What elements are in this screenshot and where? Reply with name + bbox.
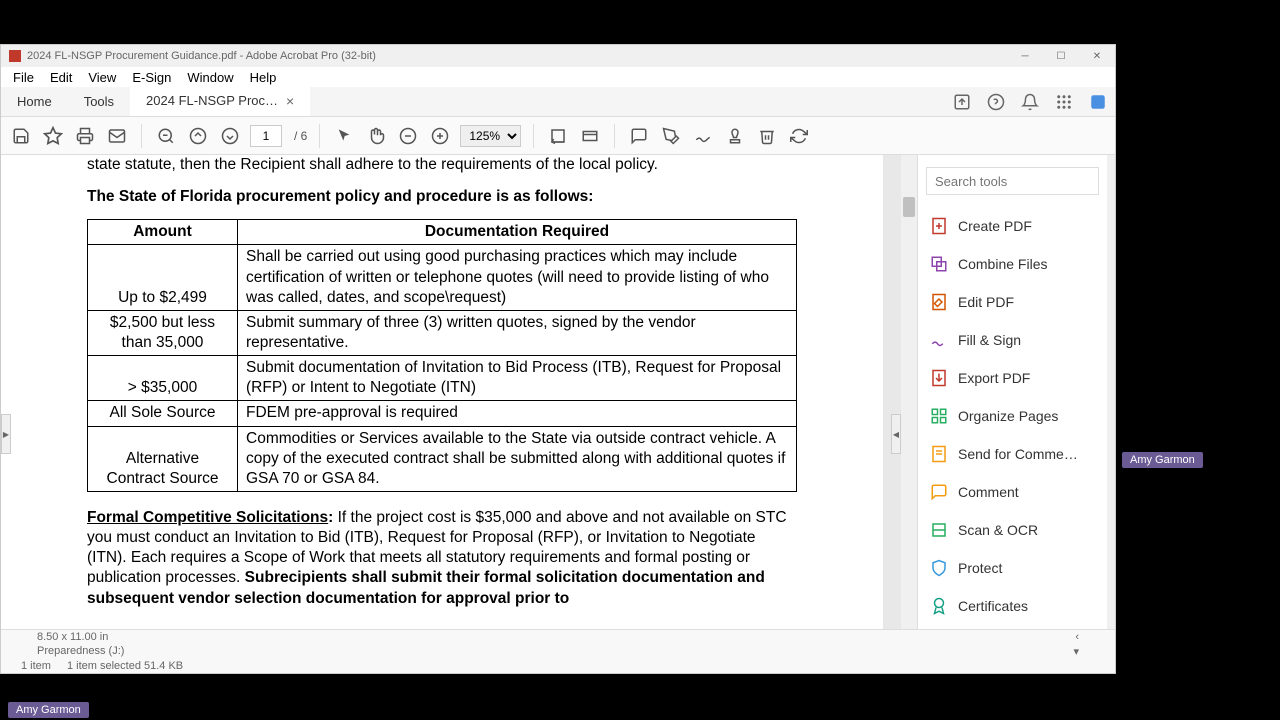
doc-para2: Formal Competitive Solicitations: If the… <box>87 508 797 609</box>
tab-document[interactable]: 2024 FL-NSGP Proc… × <box>130 87 310 116</box>
search-tools-input[interactable] <box>926 167 1099 195</box>
print-icon[interactable] <box>73 124 97 148</box>
menu-help[interactable]: Help <box>242 70 285 85</box>
maximize-button[interactable]: ☐ <box>1043 45 1079 67</box>
share-icon[interactable] <box>953 93 971 111</box>
tab-tools[interactable]: Tools <box>68 87 130 116</box>
tool-export-pdf[interactable]: Export PDF <box>926 359 1099 397</box>
page-input[interactable] <box>250 125 282 147</box>
doc-page: state statute, then the Recipient shall … <box>1 155 883 673</box>
tool-send-comments[interactable]: Send for Comme… <box>926 435 1099 473</box>
tool-certificates[interactable]: Certificates <box>926 587 1099 625</box>
expand-right-icon[interactable]: ◀ <box>891 414 901 454</box>
menu-file[interactable]: File <box>5 70 42 85</box>
status-selected: 1 item selected 51.4 KB <box>67 660 183 672</box>
comment-icon[interactable] <box>627 124 651 148</box>
cursor-badge-2: Amy Garmon <box>8 702 89 718</box>
table-cell: Up to $2,499 <box>88 245 238 310</box>
scrollbar-vertical[interactable] <box>901 155 917 673</box>
fit-page-icon[interactable] <box>578 124 602 148</box>
apps-icon[interactable] <box>1055 93 1073 111</box>
page-total: / 6 <box>294 129 307 143</box>
tool-protect[interactable]: Protect <box>926 549 1099 587</box>
tools-panel: Create PDF Combine Files Edit PDF Fill &… <box>917 155 1107 673</box>
tool-comment[interactable]: Comment <box>926 473 1099 511</box>
close-button[interactable]: ✕ <box>1079 45 1115 67</box>
zoom-plus-icon[interactable] <box>428 124 452 148</box>
menu-esign[interactable]: E-Sign <box>124 70 179 85</box>
menu-bar: File Edit View E-Sign Window Help <box>1 67 1115 87</box>
table-cell: Alternative Contract Source <box>88 426 238 491</box>
tool-combine-files[interactable]: Combine Files <box>926 245 1099 283</box>
table-cell: Commodities or Services available to the… <box>238 426 797 491</box>
menu-edit[interactable]: Edit <box>42 70 80 85</box>
delete-icon[interactable] <box>755 124 779 148</box>
star-icon[interactable] <box>41 124 65 148</box>
doc-viewer[interactable]: ▶ state statute, then the Recipient shal… <box>1 155 901 673</box>
table-cell: Submit documentation of Invitation to Bi… <box>238 356 797 401</box>
content-area: ▶ state statute, then the Recipient shal… <box>1 155 1115 673</box>
app-icon <box>9 50 21 62</box>
table-header-docs: Documentation Required <box>238 220 797 245</box>
account-icon[interactable] <box>1089 93 1107 111</box>
tool-create-pdf[interactable]: Create PDF <box>926 207 1099 245</box>
rotate-icon[interactable] <box>787 124 811 148</box>
help-icon[interactable] <box>987 93 1005 111</box>
select-tool-icon[interactable] <box>332 124 356 148</box>
status-bar: 8.50 x 11.00 in ‹ Preparedness (J:) ▾ 1 … <box>1 629 1115 673</box>
menu-window[interactable]: Window <box>179 70 241 85</box>
sign-icon[interactable] <box>691 124 715 148</box>
save-icon[interactable] <box>9 124 33 148</box>
tool-scan-ocr[interactable]: Scan & OCR <box>926 511 1099 549</box>
table-header-amount: Amount <box>88 220 238 245</box>
tab-bar: Home Tools 2024 FL-NSGP Proc… × <box>1 87 1115 117</box>
table-cell: > $35,000 <box>88 356 238 401</box>
minimize-button[interactable]: ─ <box>1007 45 1043 67</box>
zoom-minus-icon[interactable] <box>396 124 420 148</box>
tools-scrollbar[interactable] <box>1107 155 1115 673</box>
acrobat-window: 2024 FL-NSGP Procurement Guidance.pdf - … <box>0 44 1116 674</box>
email-icon[interactable] <box>105 124 129 148</box>
zoom-select[interactable]: 125% <box>460 125 521 147</box>
fit-width-icon[interactable] <box>546 124 570 148</box>
status-items: 1 item <box>21 660 51 672</box>
table-cell: All Sole Source <box>88 401 238 426</box>
doc-intro: state statute, then the Recipient shall … <box>87 155 797 175</box>
table-cell: Shall be carried out using good purchasi… <box>238 245 797 310</box>
highlight-icon[interactable] <box>659 124 683 148</box>
window-title: 2024 FL-NSGP Procurement Guidance.pdf - … <box>27 50 376 62</box>
tool-fill-sign[interactable]: Fill & Sign <box>926 321 1099 359</box>
page-down-icon[interactable] <box>218 124 242 148</box>
table-cell: FDEM pre-approval is required <box>238 401 797 426</box>
tab-home[interactable]: Home <box>1 87 68 116</box>
title-bar: 2024 FL-NSGP Procurement Guidance.pdf - … <box>1 45 1115 67</box>
cursor-badge-1: Amy Garmon <box>1122 452 1203 468</box>
table-cell: Submit summary of three (3) written quot… <box>238 310 797 355</box>
tool-edit-pdf[interactable]: Edit PDF <box>926 283 1099 321</box>
stamp-icon[interactable] <box>723 124 747 148</box>
scroll-thumb[interactable] <box>903 197 915 217</box>
hand-tool-icon[interactable] <box>364 124 388 148</box>
bell-icon[interactable] <box>1021 93 1039 111</box>
doc-table: Amount Documentation Required Up to $2,4… <box>87 219 797 492</box>
zoom-out-icon[interactable] <box>154 124 178 148</box>
menu-view[interactable]: View <box>80 70 124 85</box>
doc-heading: The State of Florida procurement policy … <box>87 187 797 207</box>
expand-left-icon[interactable]: ▶ <box>1 414 11 454</box>
status-dims: 8.50 x 11.00 in <box>37 631 108 643</box>
page-up-icon[interactable] <box>186 124 210 148</box>
status-prep: Preparedness (J:) <box>37 645 124 657</box>
table-cell: $2,500 but less than 35,000 <box>88 310 238 355</box>
tool-organize-pages[interactable]: Organize Pages <box>926 397 1099 435</box>
toolbar: / 6 125% <box>1 117 1115 155</box>
tab-close-icon[interactable]: × <box>286 93 294 109</box>
